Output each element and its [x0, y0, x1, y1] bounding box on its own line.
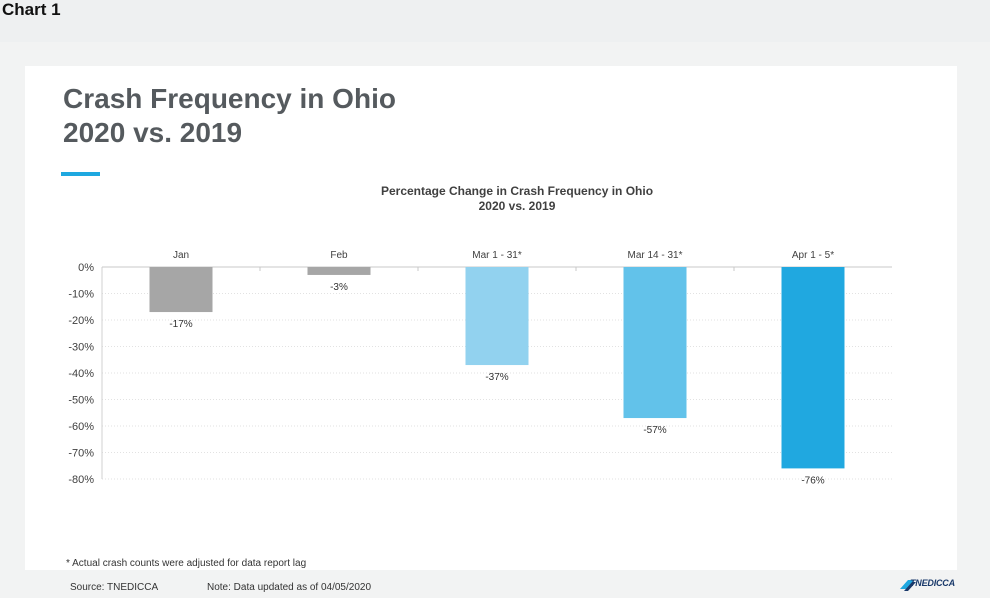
- bar: [781, 267, 845, 469]
- category-label: Feb: [330, 250, 348, 261]
- bar: [465, 267, 529, 366]
- page-title-line2: 2020 vs. 2019: [63, 117, 243, 148]
- page-title: Crash Frequency in Ohio 2020 vs. 2019: [63, 82, 396, 150]
- page-title-line1: Crash Frequency in Ohio: [63, 83, 396, 114]
- category-label: Mar 14 - 31*: [627, 250, 682, 261]
- chart-title-line1: Percentage Change in Crash Frequency in …: [380, 184, 654, 198]
- category-label: Apr 1 - 5*: [792, 250, 834, 261]
- accent-divider: [61, 172, 100, 176]
- y-tick-label: -30%: [68, 342, 94, 354]
- note-text: Note: Data updated as of 04/05/2020: [207, 582, 372, 593]
- source-text: Source: TNEDICCA: [70, 582, 159, 593]
- data-label: -76%: [801, 475, 824, 486]
- category-label: Jan: [173, 250, 189, 261]
- chart-title: Percentage Change in Crash Frequency in …: [300, 184, 734, 214]
- bar: [149, 267, 213, 313]
- logo-icon: [900, 580, 916, 591]
- data-label: -37%: [485, 372, 508, 383]
- category-label: Mar 1 - 31*: [472, 250, 522, 261]
- logo-text: TNEDICCA: [910, 578, 955, 588]
- bar: [307, 267, 371, 275]
- footnote: * Actual crash counts were adjusted for …: [66, 558, 307, 569]
- y-tick-label: 0%: [78, 262, 94, 274]
- bar: [623, 267, 687, 419]
- data-label: -57%: [643, 425, 666, 436]
- y-tick-label: -10%: [68, 289, 94, 301]
- y-tick-label: -50%: [68, 395, 94, 407]
- data-label: -17%: [169, 319, 192, 330]
- chart-title-line2: 2020 vs. 2019: [478, 199, 556, 213]
- top-banner: [0, 0, 990, 42]
- y-tick-label: -70%: [68, 448, 94, 460]
- tnedicca-logo: TNEDICCA: [898, 577, 958, 593]
- y-tick-label: -20%: [68, 315, 94, 327]
- y-tick-label: -40%: [68, 368, 94, 380]
- chart-number-label: Chart 1: [2, 0, 61, 19]
- y-tick-label: -80%: [68, 474, 94, 486]
- data-label: -3%: [330, 282, 348, 293]
- y-tick-label: -60%: [68, 421, 94, 433]
